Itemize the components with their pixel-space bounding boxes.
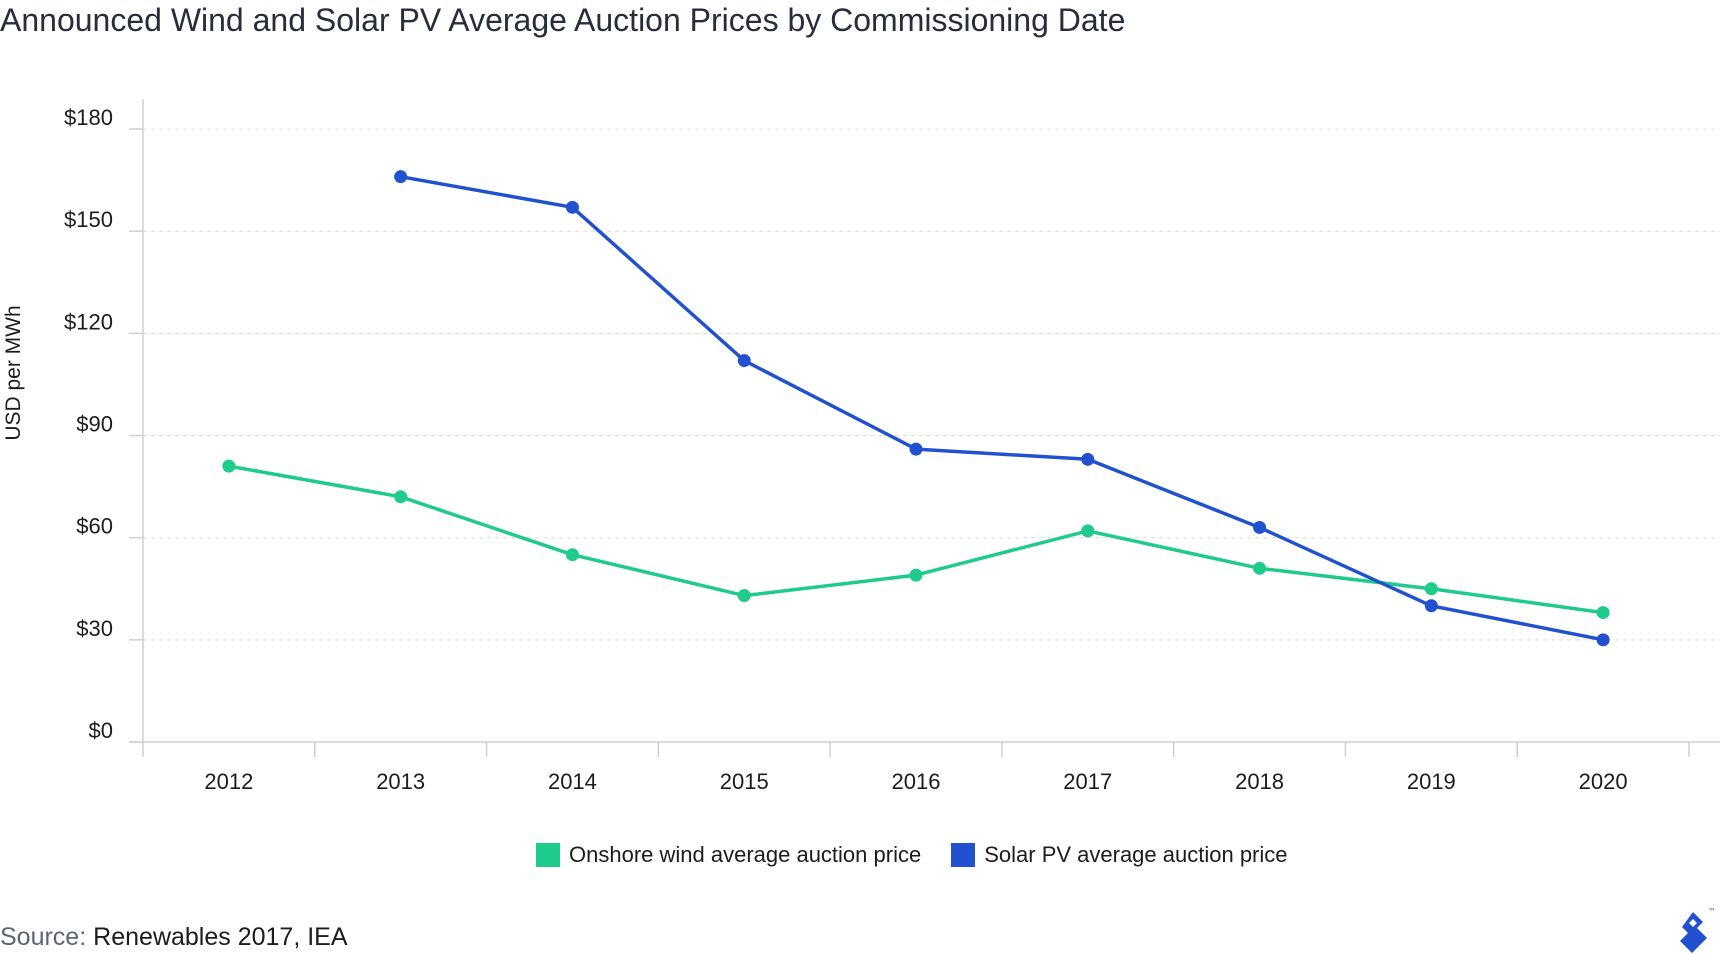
- y-tick-label: $150: [64, 207, 113, 232]
- x-tick-label: 2013: [376, 769, 425, 794]
- series-0-point: [1596, 606, 1610, 620]
- x-tick-label: 2015: [720, 769, 769, 794]
- y-tick-label: $180: [64, 105, 113, 130]
- legend-item-wind: Onshore wind average auction price: [536, 843, 921, 867]
- series-1-point: [565, 200, 579, 214]
- series-1-point: [1253, 520, 1267, 534]
- y-tick-label: $30: [76, 616, 113, 641]
- trademark-symbol: ™: [1708, 907, 1716, 916]
- x-tick-label: 2017: [1063, 769, 1112, 794]
- series-1-point: [1081, 452, 1095, 466]
- legend-swatch-solar: [951, 843, 976, 867]
- source-note: Source: Renewables 2017, IEA: [0, 922, 348, 952]
- series-1-point: [737, 354, 751, 368]
- y-tick-label: $60: [76, 514, 113, 539]
- series-1-point: [1596, 633, 1610, 647]
- legend-swatch-wind: [536, 843, 560, 867]
- series-1-line: [398, 174, 1605, 642]
- x-tick-label: 2018: [1235, 769, 1284, 794]
- x-tick-label: 2019: [1407, 769, 1456, 794]
- chart-legend: Onshore wind average auction price Solar…: [536, 843, 1288, 867]
- series-0-point: [1424, 582, 1438, 596]
- series-0-point: [394, 490, 408, 504]
- series-0-point: [1253, 561, 1267, 575]
- x-tick-label: 2012: [204, 769, 253, 794]
- source-text: Renewables 2017, IEA: [93, 923, 348, 951]
- series-0-point: [1081, 524, 1095, 538]
- series-1-point: [1424, 599, 1438, 613]
- legend-item-solar: Solar PV average auction price: [951, 842, 1288, 867]
- x-tick-label: 2020: [1579, 769, 1628, 794]
- gridlines: [143, 128, 1720, 641]
- legend-label-wind: Onshore wind average auction price: [569, 842, 922, 867]
- axes: [129, 99, 1720, 757]
- axis-labels: $0 $30 $60 $90 $120 $150 $180 2012 2013 2014 2015 2…: [2, 105, 1628, 794]
- y-tick-label: $120: [64, 309, 113, 334]
- y-axis-title: USD per MWh: [2, 305, 25, 440]
- series-0-point: [909, 568, 923, 582]
- source-label: Source:: [0, 923, 87, 951]
- line-chart: $0 $30 $60 $90 $120 $150 $180 2012 2013 2014 2015 2…: [2, 99, 1720, 794]
- chart-title: Announced Wind and Solar PV Average Auct…: [0, 2, 1126, 38]
- series-0-point: [737, 589, 751, 603]
- series-0-point: [565, 548, 579, 562]
- x-tick-label: 2014: [548, 769, 597, 794]
- series-1-point: [909, 442, 923, 456]
- series-0-point: [222, 459, 236, 473]
- series-1-point: [394, 170, 408, 184]
- y-tick-label: $90: [76, 412, 113, 437]
- y-tick-label: $0: [89, 718, 113, 743]
- x-tick-label: 2016: [892, 769, 941, 794]
- logo-mark: [1680, 912, 1707, 953]
- series-group: [222, 170, 1610, 647]
- legend-label-solar: Solar PV average auction price: [984, 842, 1288, 867]
- logo-cutout: [1689, 919, 1697, 927]
- toptal-logo-icon: ™: [1680, 907, 1716, 953]
